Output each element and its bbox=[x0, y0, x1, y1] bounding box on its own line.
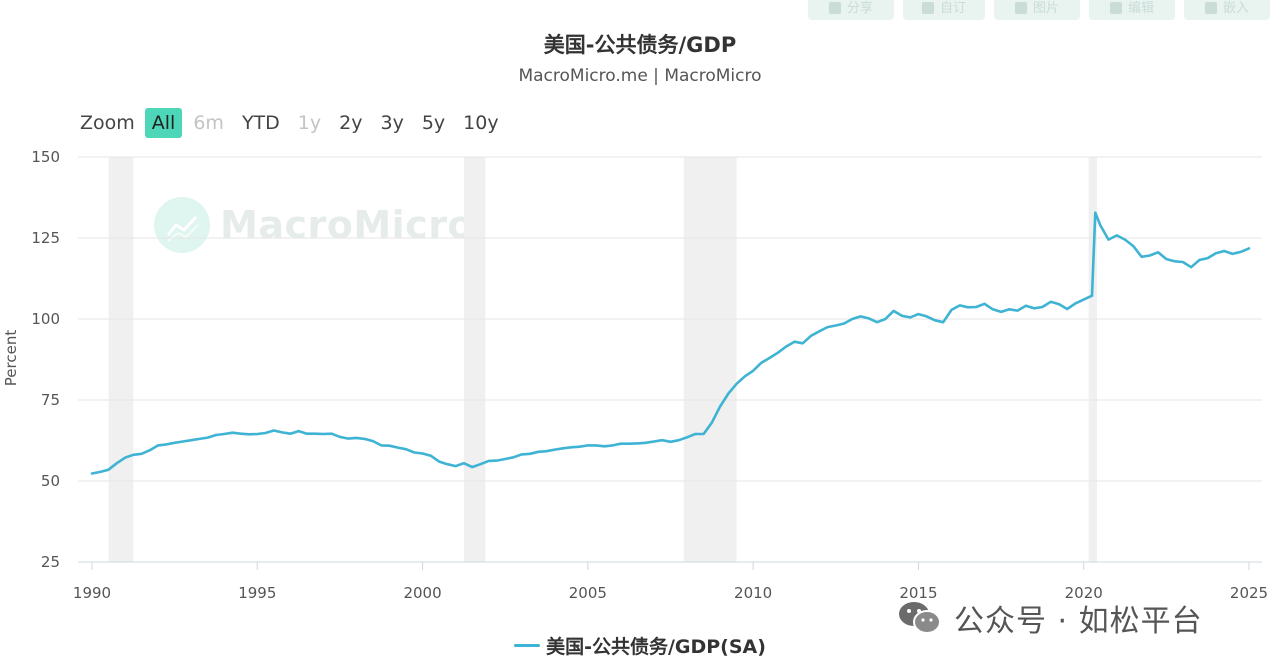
series-line-0[interactable] bbox=[90, 211, 1251, 475]
x-tick-label: 2005 bbox=[569, 584, 607, 602]
gear-icon bbox=[921, 2, 934, 14]
x-tick-label: 2010 bbox=[734, 584, 772, 602]
chart-title: 美国-公共债务/GDP bbox=[543, 33, 737, 57]
zoom-all-button[interactable]: All bbox=[144, 108, 183, 138]
watermark-logo-icon bbox=[154, 197, 210, 253]
recession-bands bbox=[108, 157, 1097, 562]
zoom-1y-button[interactable]: 1y bbox=[297, 112, 322, 134]
recession-band-2 bbox=[683, 157, 737, 562]
y-tick-label: 75 bbox=[41, 391, 60, 409]
y-tick-label: 25 bbox=[41, 553, 60, 571]
legend[interactable]: 美国-公共债务/GDP(SA) bbox=[0, 632, 1280, 659]
zoom-2y-button[interactable]: 2y bbox=[339, 112, 363, 134]
embed-icon bbox=[1204, 2, 1217, 14]
zoom-5y-button[interactable]: 5y bbox=[421, 112, 446, 134]
watermark-text: MacroMicro bbox=[220, 203, 475, 247]
zoom-6m-button[interactable]: 6m bbox=[193, 112, 224, 134]
zoom-10y-button[interactable]: 10y bbox=[463, 112, 499, 134]
pencil-icon bbox=[1109, 2, 1122, 14]
y-tick-label: 100 bbox=[31, 310, 60, 328]
grid-lines bbox=[78, 156, 1262, 563]
download-icon bbox=[1014, 2, 1027, 14]
edit-button[interactable]: 编辑 bbox=[1089, 0, 1175, 20]
wechat-icon bbox=[898, 600, 942, 636]
y-axis-ticks: 25 50 75 100 125 150 bbox=[31, 148, 60, 571]
x-tick-label: 2000 bbox=[403, 584, 441, 602]
recession-band-0 bbox=[108, 157, 134, 562]
y-tick-label: 50 bbox=[41, 472, 60, 490]
custom-button[interactable]: 自订 bbox=[903, 0, 985, 20]
y-tick-label: 125 bbox=[31, 229, 60, 247]
wechat-label: 公众号 · 如松平台 bbox=[954, 604, 1203, 639]
recession-band-1 bbox=[463, 157, 486, 562]
embed-button[interactable]: 嵌入 bbox=[1184, 0, 1270, 20]
x-tick-label: 1990 bbox=[73, 584, 111, 602]
wechat-badge: 公众号 · 如松平台 bbox=[898, 596, 1203, 640]
image-button[interactable]: 图片 bbox=[994, 0, 1080, 20]
share-button[interactable]: 分享 bbox=[808, 0, 894, 20]
x-tick-label: 1995 bbox=[238, 584, 276, 602]
x-axis-ticks: 1990 1995 2000 2005 2010 2015 2020 2025 bbox=[73, 561, 1268, 602]
x-tick-label: 2015 bbox=[899, 584, 937, 602]
x-tick-label: 2025 bbox=[1230, 584, 1268, 602]
x-tick-label: 2020 bbox=[1065, 584, 1103, 602]
zoom-3y-button[interactable]: 3y bbox=[380, 112, 404, 134]
zoom-label: Zoom bbox=[80, 112, 135, 134]
chart-subtitle: MacroMicro.me | MacroMicro bbox=[518, 66, 762, 86]
y-axis-label: Percent bbox=[2, 330, 20, 387]
zoom-ytd-button[interactable]: YTD bbox=[241, 112, 280, 134]
legend-label: 美国-公共债务/GDP(SA) bbox=[546, 636, 766, 658]
zoom-selector: Zoom All 6m YTD 1y 2y 3y 5y 10y bbox=[80, 108, 510, 138]
y-tick-label: 150 bbox=[31, 148, 60, 166]
share-icon bbox=[828, 2, 841, 14]
series-layer bbox=[90, 211, 1251, 475]
legend-swatch bbox=[514, 644, 541, 647]
recession-band-3 bbox=[1088, 157, 1097, 562]
